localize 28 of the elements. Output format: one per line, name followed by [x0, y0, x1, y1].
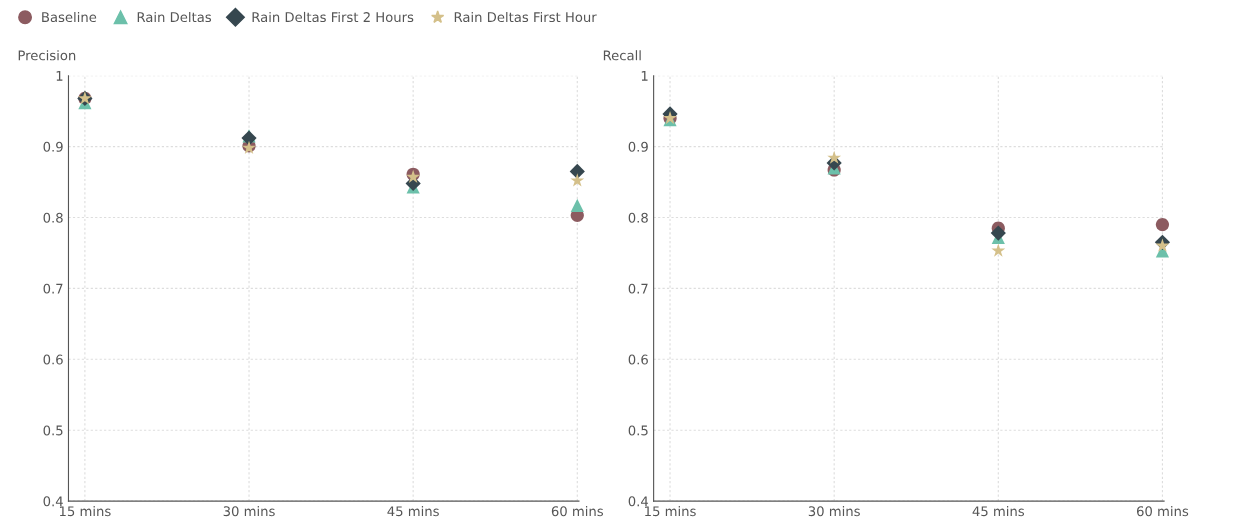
- y-tick-label: 0.5: [628, 425, 648, 436]
- y-tick-label: 1: [641, 71, 648, 81]
- y-axis-title: Recall: [603, 50, 641, 61]
- y-tick-label: 0.6: [628, 354, 648, 365]
- x-tick-label: 30 mins: [808, 505, 860, 517]
- legend-label: Rain Deltas: [137, 11, 212, 23]
- x-tick-label: 45 mins: [387, 505, 439, 517]
- x-tick-label: 45 mins: [972, 505, 1025, 517]
- y-tick-label: 0.8: [628, 212, 648, 223]
- y-tick-label: 0.6: [43, 354, 63, 365]
- y-tick-label: 0.8: [43, 212, 63, 223]
- legend-label: Rain Deltas First 2 Hours: [252, 11, 414, 23]
- y-tick-label: 0.9: [43, 141, 63, 152]
- y-tick-label: 0.7: [43, 283, 63, 294]
- x-tick-label: 30 mins: [223, 505, 275, 517]
- y-tick-label: 0.7: [628, 283, 648, 294]
- y-tick-label: 0.5: [43, 425, 63, 436]
- x-tick-label: 60 mins: [551, 505, 604, 517]
- legend-label: Rain Deltas First Hour: [454, 11, 597, 23]
- x-tick-label: 15 mins: [645, 505, 696, 517]
- y-axis-title: Precision: [18, 50, 76, 61]
- legend-label: Baseline: [42, 11, 97, 23]
- y-tick-label: 0.4: [43, 496, 63, 507]
- y-tick-label: 0.4: [628, 496, 649, 507]
- x-tick-label: 15 mins: [59, 505, 111, 517]
- y-tick-label: 0.9: [628, 141, 648, 152]
- x-tick-label: 60 mins: [1136, 505, 1189, 517]
- y-tick-label: 1: [56, 71, 63, 81]
